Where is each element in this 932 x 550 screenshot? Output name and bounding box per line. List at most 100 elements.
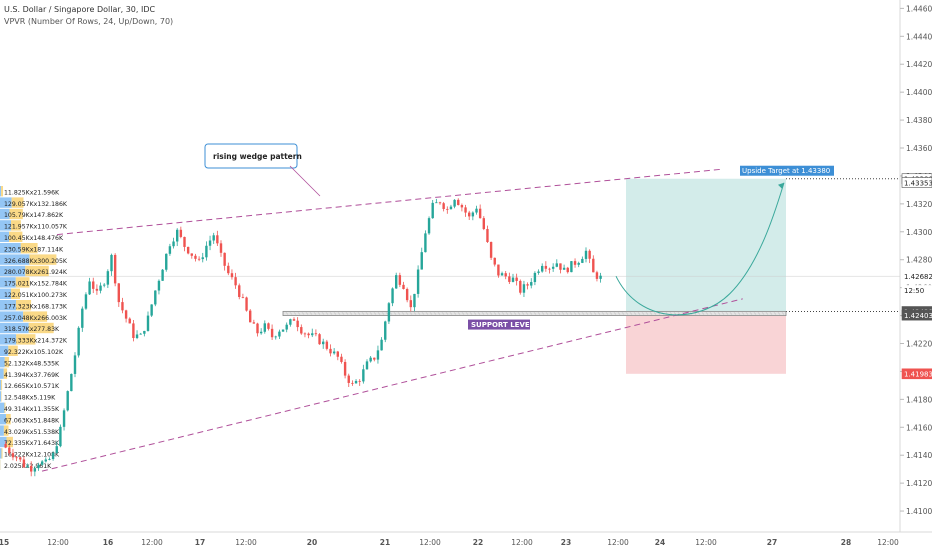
support-hatch [557,312,561,315]
candle-up [354,380,358,384]
support-zone[interactable] [282,310,787,316]
vp-label: 11.825Kx21.596K [4,189,60,196]
candle-up [584,250,588,259]
vp-bar-up [0,300,16,311]
price-badge[interactable]: 1.43353 [901,177,932,188]
support-hatch [365,312,369,315]
candle-down [318,334,321,345]
y-tick-label: 1.43600 [906,144,932,153]
vp-bar-down [6,414,11,425]
candle-down [241,296,245,298]
candle-down [4,444,7,448]
vp-bar-down [29,254,57,265]
stop-zone[interactable] [626,311,786,374]
candle-up [420,252,423,270]
support-hatch [473,312,477,315]
wedge-callout[interactable]: rising wedge pattern [204,143,321,197]
x-tick-label: 27 [767,538,777,547]
candle-down [186,246,190,254]
wedge-upper-line[interactable] [56,168,723,236]
vp-bar-down [4,402,6,413]
support-hatch [325,312,329,315]
vp-label: 175.021Kx152.784K [4,281,68,288]
target-label-group[interactable]: Upside Target at 1.43380 [740,165,834,176]
support-hatch [569,312,573,315]
vp-label: 129.057Kx132.186K [4,201,68,208]
candle-up [26,465,29,468]
support-hatch [717,312,721,315]
candle-down [358,380,361,382]
price-badge[interactable]: 1.42682 [901,270,932,282]
price-badge[interactable]: 1.42403 [901,309,932,321]
candle-up [555,263,558,267]
candle-up [376,350,380,360]
candle-up [533,272,537,283]
support-hatch [625,312,629,315]
support-hatch [573,312,577,315]
projection-curve[interactable] [615,182,785,316]
candle-up [208,240,212,246]
vp-bar-up [0,379,2,391]
support-hatch [297,312,301,315]
candle-up [289,319,292,325]
candle-down [252,322,256,324]
candle-down [442,203,445,209]
support-hatch [341,312,345,315]
candle-up [551,266,555,269]
support-hatch [705,312,709,315]
candle-down [249,310,252,323]
target-zone[interactable] [626,178,786,312]
candle-up [322,341,325,345]
candle-up [541,265,544,272]
callout-text: rising wedge pattern [213,152,302,161]
vp-label: 121.957Kx110.057K [4,224,68,231]
candle-up [73,355,77,374]
candle-down [292,319,296,321]
price-badge[interactable]: 12:50 [901,285,932,296]
vp-bar-up [0,277,16,288]
support-hatch [317,312,321,315]
vp-label: 72.335Kx71.643K [4,440,60,447]
support-label-group[interactable]: SUPPORT LEVEL [468,319,535,330]
support-hatch [477,312,481,315]
candle-up [135,334,139,339]
indicator-label[interactable]: VPVR (Number Of Rows, 24, Up/Down, 70) [4,17,174,26]
candle-up [88,281,91,295]
y-tick-label: 1.41200 [906,479,932,488]
candle-up [332,351,336,354]
candle-down [117,283,120,303]
vp-label: 100.45Kx148.476K [4,235,64,242]
price-badge-bg [901,285,932,296]
y-tick-label: 1.41400 [906,451,932,460]
vp-label: 12.665Kx10.571K [4,383,60,390]
candle-up [278,331,281,337]
vp-bar-down [1,186,4,197]
candle-up [77,327,80,356]
support-hatch [761,312,765,315]
candle-down [296,320,299,328]
vp-bar-down [3,368,8,379]
candle-down [194,255,197,259]
candle-down [223,252,226,266]
price-badge[interactable]: 1.41983 [901,368,932,380]
x-tick-label: 12:00 [47,538,69,547]
candle-up [150,304,153,316]
candle-down [409,300,412,308]
vp-label: 92.322Kx105.102K [4,349,64,356]
wedge-lower-line[interactable] [41,298,743,472]
candle-down [573,261,577,265]
candle-up [500,273,504,276]
target-label-bg [740,165,834,176]
support-hatch [765,312,769,315]
x-tick-label: 12:00 [877,538,899,547]
x-tick-label: 24 [655,538,665,547]
vp-bar-up [0,391,2,402]
support-hatch [441,312,445,315]
candles-group [4,198,602,477]
support-hatch [753,312,757,315]
x-tick-label: 12:00 [235,538,257,547]
vp-label: 280.078Kx261.924K [4,269,68,276]
support-hatch [701,312,705,315]
support-hatch [373,312,377,315]
